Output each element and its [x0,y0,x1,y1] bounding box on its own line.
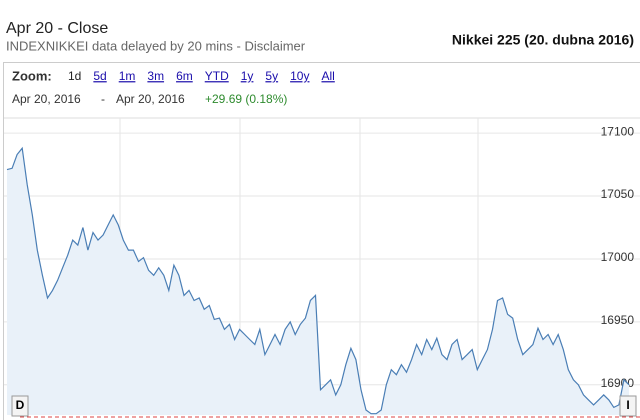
zoom-option[interactable]: 1m [119,69,136,83]
zoom-option[interactable]: 1y [241,69,254,83]
button-right[interactable] [619,395,637,417]
zoom-option[interactable]: 5d [93,69,106,83]
y-tick-label: 16950 [601,313,635,327]
zoom-option[interactable]: 6m [176,69,193,83]
y-tick-label: 17050 [601,187,635,201]
area [7,148,629,415]
button-right-label[interactable]: I [626,398,629,412]
zoom-label: Zoom: [12,68,52,83]
y-tick-label: 17100 [601,124,635,138]
zoom-option[interactable]: 5y [265,69,278,83]
chart-frame [3,62,640,420]
close-label: Apr 20 - Close [6,20,108,37]
range-start: Apr 20, 2016 [12,92,81,106]
source-note: INDEXNIKKEI data delayed by 20 mins - Di… [6,38,306,53]
button-left-label[interactable]: D [16,398,25,412]
range-end: Apr 20, 2016 [116,92,185,106]
line [6,146,630,415]
zoom-option[interactable]: 1d [68,69,81,83]
y-tick-label: 17000 [601,250,635,264]
change: +29.69 (0.18%) [205,92,287,106]
zoom-option[interactable]: 3m [147,69,164,83]
zoom-option[interactable]: All [321,69,334,83]
caption: Nikkei 225 (20. dubna 2016) [452,32,634,48]
y-tick-label: 16900 [601,376,635,390]
button-left[interactable] [11,395,29,417]
range-separator: - [101,92,105,106]
zoom-option[interactable]: YTD [205,69,229,83]
zoom-option[interactable]: 10y [290,69,309,83]
